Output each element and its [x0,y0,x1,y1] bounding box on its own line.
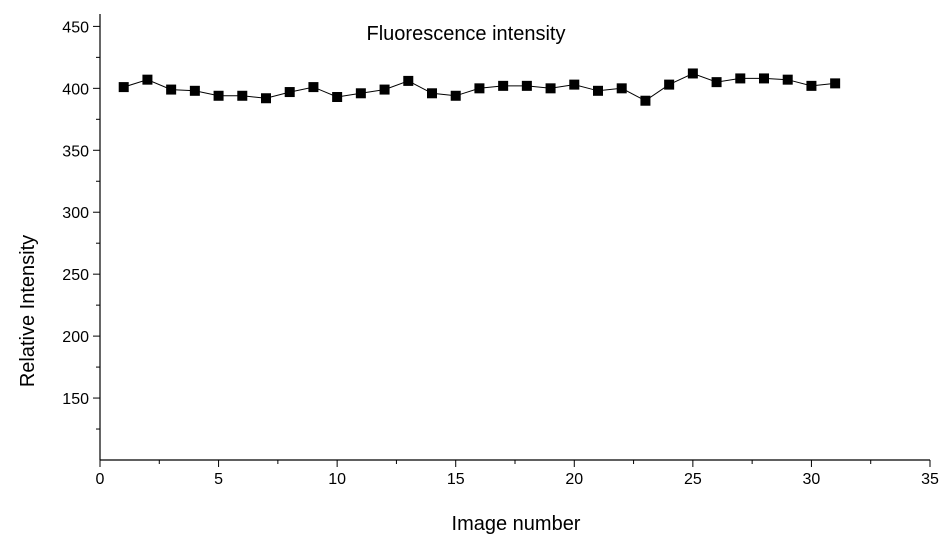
data-point [569,79,580,90]
data-point [593,85,603,96]
data-point [759,73,769,84]
data-point [237,90,248,101]
chart-title: Fluorescence intensity [367,23,566,45]
x-tick-label: 20 [565,471,583,488]
x-tick-label: 35 [921,471,939,488]
y-tick-label: 250 [62,267,89,284]
data-point [474,83,485,94]
x-axis-title: Image number [452,513,581,535]
y-tick-label: 300 [62,205,89,222]
data-point [735,73,746,84]
data-point [189,85,200,96]
data-point [450,90,461,101]
data-point [308,82,319,93]
data-point [118,82,129,93]
data-point [782,74,793,85]
data-point [379,84,390,95]
x-tick-label: 5 [214,471,223,488]
x-tick-label: 0 [96,471,105,488]
data-point [142,74,153,85]
y-axis-title: Relative Intensity [17,235,39,387]
y-tick-label: 200 [62,329,89,346]
data-point [664,79,675,90]
data-point [616,83,627,94]
data-point [403,75,414,86]
data-point [166,84,177,95]
data-point [261,93,271,104]
data-point [498,80,509,91]
x-tick-label: 30 [803,471,821,488]
data-point [806,80,817,91]
data-markers [118,68,841,106]
data-point [427,88,437,99]
y-tick-label: 150 [62,391,89,408]
data-point [284,87,295,98]
x-tick-label: 10 [328,471,346,488]
data-point [711,77,722,88]
x-tick-label: 15 [447,471,465,488]
y-tick-label: 350 [62,143,89,160]
data-point [640,95,651,106]
axes: 0 5 10 15 20 25 30 35 150 200 250 300 350 400 450 [62,14,939,488]
data-point [332,92,343,103]
data-point [545,83,556,94]
y-tick-label: 400 [62,81,89,98]
data-point [521,80,532,91]
data-point [213,90,224,101]
y-tick-label: 450 [62,19,89,36]
data-point [687,68,698,79]
x-tick-label: 25 [684,471,702,488]
data-point [355,88,366,99]
data-point [830,78,841,89]
